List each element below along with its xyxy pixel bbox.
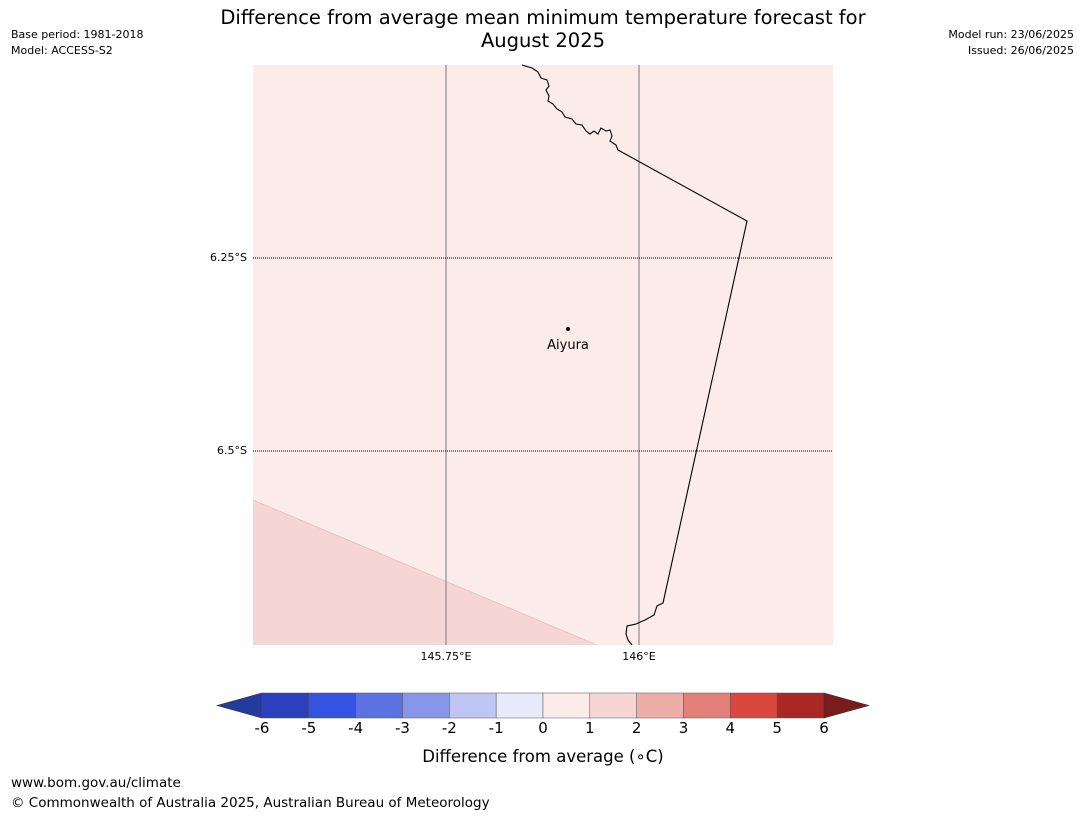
colorbar-segment: [355, 692, 403, 719]
colorbar-segments: [215, 692, 871, 719]
colorbar-segment: [589, 692, 637, 719]
place-label-aiyura: Aiyura: [547, 338, 589, 353]
meta-left: Base period: 1981-2018 Model: ACCESS-S2: [11, 27, 143, 59]
colorbar-segment: [261, 692, 310, 719]
colorbar-tick-label: -4: [348, 719, 364, 737]
colorbar-tick-label: 1: [585, 719, 595, 737]
aiyura-marker: [566, 327, 570, 331]
lat-label-6-25: 6.25°S: [210, 251, 247, 264]
colorbar-tick-label: -3: [395, 719, 410, 737]
colorbar-segment: [402, 692, 450, 719]
lat-label-6-5: 6.5°S: [217, 444, 247, 457]
border-line: [521, 64, 748, 646]
colorbar-segment: [495, 692, 544, 719]
footer-url[interactable]: www.bom.gov.au/climate: [11, 775, 181, 791]
colorbar-tick-label: 6: [819, 719, 829, 737]
issued-date: Issued: 26/06/2025: [967, 44, 1074, 57]
colorbar-extend-high: [823, 692, 871, 719]
colorbar-segment: [636, 692, 684, 719]
model-run: Model run: 23/06/2025: [948, 28, 1074, 41]
colorbar-tick-label: -6: [254, 719, 270, 737]
colorbar-tick-label: 5: [772, 719, 782, 737]
colorbar-tick-label: 2: [631, 719, 642, 737]
footer-copyright: © Commonwealth of Australia 2025, Austra…: [11, 795, 490, 811]
lon-label-145-75: 145.75°E: [420, 650, 472, 663]
anomaly-band-edge: [252, 499, 598, 646]
colorbar-segment: [542, 692, 591, 719]
colorbar-segment: [683, 692, 731, 719]
model-name: Model: ACCESS-S2: [11, 44, 113, 57]
colorbar-segment: [730, 692, 778, 719]
base-period: Base period: 1981-2018: [11, 28, 144, 41]
colorbar-tick-label: -2: [441, 719, 457, 737]
lon-label-146: 146°E: [622, 650, 656, 663]
colorbar-segment: [449, 692, 497, 719]
title-line-2: August 2025: [480, 29, 606, 52]
colorbar-tick-label: 3: [678, 719, 689, 737]
colorbar-segment: [776, 692, 825, 719]
colorbar-tick-label: 4: [725, 719, 736, 737]
title-line-1: Difference from average mean minimum tem…: [220, 6, 866, 29]
colorbar-label: Difference from average (∘C): [422, 747, 664, 766]
meta-right: Model run: 23/06/2025 Issued: 26/06/2025: [948, 27, 1074, 59]
colorbar-extend-low: [215, 692, 263, 719]
map-title: Difference from average mean minimum tem…: [130, 6, 956, 52]
colorbar-tick-label: -1: [488, 719, 504, 737]
colorbar-segment: [308, 692, 356, 719]
colorbar-tick-label: 0: [538, 719, 548, 737]
colorbar-tick-label: -5: [301, 719, 317, 737]
map-panel: Aiyura: [252, 64, 833, 646]
